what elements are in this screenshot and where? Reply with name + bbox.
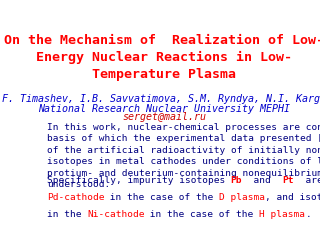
- Text: S.F. Timashev, I.B. Savvatimova, S.M. Ryndya, N.I. Kargin,: S.F. Timashev, I.B. Savvatimova, S.M. Ry…: [0, 94, 320, 104]
- Text: Ni-cathode: Ni-cathode: [87, 210, 144, 219]
- Text: In this work, nuclear-chemical processes are concretized, on the
basis of which : In this work, nuclear-chemical processes…: [47, 123, 320, 189]
- Text: D plasma: D plasma: [219, 193, 265, 202]
- Text: Pb: Pb: [231, 176, 242, 185]
- Text: in the case of the: in the case of the: [144, 210, 260, 219]
- Text: National Research Nuclear University MEPHI: National Research Nuclear University MEP…: [38, 104, 290, 114]
- Text: .: .: [306, 210, 311, 219]
- Text: are meant both in the: are meant both in the: [294, 176, 320, 185]
- Text: Pd-cathode: Pd-cathode: [47, 193, 104, 202]
- Text: , and isotopes Zn,: , and isotopes Zn,: [265, 193, 320, 202]
- Text: H plasma: H plasma: [260, 210, 306, 219]
- Text: On the Mechanism of  Realization of Low-
Energy Nuclear Reactions in Low-
Temper: On the Mechanism of Realization of Low- …: [4, 34, 320, 81]
- Text: Specifically, impurity isotopes: Specifically, impurity isotopes: [47, 176, 231, 185]
- Text: Pt: Pt: [283, 176, 294, 185]
- Text: serget@mail.ru: serget@mail.ru: [122, 112, 206, 122]
- Text: in the case of the: in the case of the: [104, 193, 219, 202]
- Text: and: and: [242, 176, 283, 185]
- Text: in the: in the: [47, 210, 87, 219]
